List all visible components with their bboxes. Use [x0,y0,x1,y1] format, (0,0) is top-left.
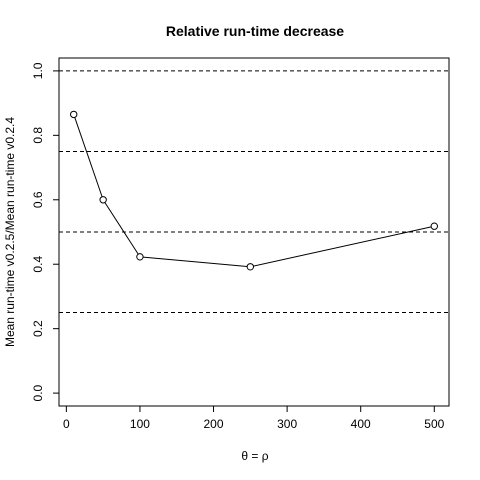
data-point [136,253,144,261]
series-segment [253,226,432,267]
data-point [70,110,78,119]
series-segment [74,117,103,197]
series-segment [143,256,248,268]
y-tick-label: 0.4 [31,256,45,273]
x-axis-label: θ = ρ [241,449,268,463]
y-tick-label: 0.2 [31,320,45,337]
x-tick-label: 100 [130,417,150,431]
x-tick-label: 0 [63,417,70,431]
y-tick-label: 0.6 [31,191,45,208]
x-tick-label: 400 [351,417,371,431]
x-axis: 0 100 200 300 400 500 [63,405,445,431]
y-axis-label: Mean run-time v0.2.5/Mean run-time v0.2.… [3,117,17,347]
y-tick-label: 0.0 [31,384,45,401]
x-tick-label: 200 [204,417,224,431]
data-point [430,222,438,230]
y-axis: 0.0 0.2 0.4 0.6 0.8 1.0 [31,62,60,401]
x-tick-label: 300 [277,417,297,431]
chart-title: Relative run-time decrease [166,23,344,39]
data-point [99,196,107,204]
y-tick-label: 0.8 [31,127,45,144]
series-segment [104,202,139,255]
y-tick-label: 1.0 [31,62,45,79]
data-point [246,263,255,271]
x-tick-label: 500 [424,417,444,431]
series-line [70,110,438,271]
